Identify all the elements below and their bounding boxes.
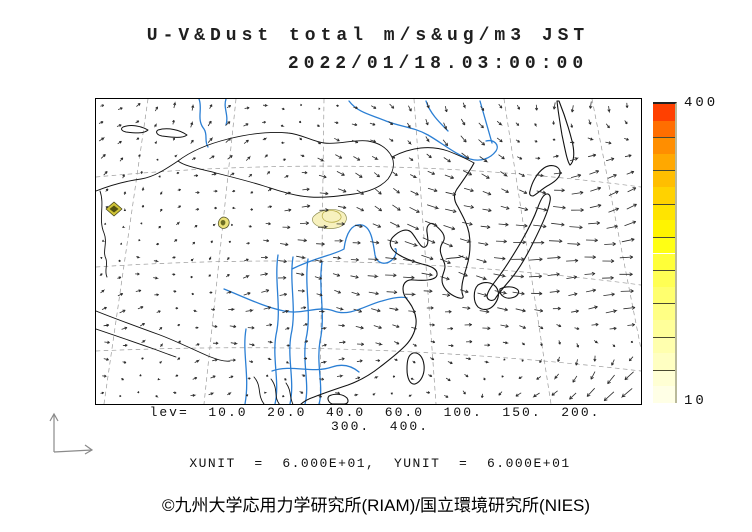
rivers [198,99,498,404]
colorbar-level-separator [653,303,675,305]
colorbar-level-separator [653,170,675,172]
colorbar-segment [653,153,675,171]
contour-levels-line2: 300. 400. [330,419,430,434]
colorbar-max-label: 400 [684,95,719,111]
map-plot [96,99,641,404]
colorbar [653,102,677,403]
colorbar-level-separator [653,336,675,338]
colorbar-segment [653,104,675,121]
lakes [121,125,188,138]
colorbar-segment [653,386,675,403]
colorbar-segment [653,137,675,154]
colorbar-segment [653,369,675,387]
colorbar-segment [653,336,675,354]
colorbar-segment [653,286,675,304]
colorbar-segment [653,303,675,320]
axes-orientation-icon [49,412,94,455]
colorbar-segment [653,220,675,237]
colorbar-segment [653,120,675,138]
dust-spot-mid-inner [220,220,226,226]
colorbar-segment [653,187,675,204]
colorbar-segment [653,236,675,254]
contour-levels-line1: lev= 10.0 20.0 40.0 60.0 100. 150. 200. [149,405,601,420]
dust-spot-west-inner [109,205,119,213]
colorbar-level-separator [653,270,675,272]
figure-title: U-V&Dust total m/s&ug/m3 JST [146,26,590,46]
coastlines [300,100,575,404]
colorbar-level-separator [653,137,675,139]
wind-vector-field [98,101,637,402]
dust-patch-main-inner-contour [321,210,342,223]
colorbar-segment [653,270,675,287]
graticule-lines [96,99,641,404]
figure-datetime: 2022/01/18.03:00:00 [287,54,589,74]
colorbar-level-separator [653,236,675,238]
colorbar-segment [653,170,675,188]
colorbar-segment [653,203,675,221]
map-frame [95,98,642,405]
country-borders [96,131,475,404]
colorbar-level-separator [653,203,675,205]
colorbar-segment [653,319,675,337]
copyright-credit: ©九州大学応用力学研究所(RIAM)/国立環境研究所(NIES) [161,496,591,515]
colorbar-level-separator [653,369,675,371]
colorbar-min-label: 10 [684,393,707,409]
dust-patch-main [311,209,347,229]
vector-unit-label: XUNIT = 6.000E+01, YUNIT = 6.000E+01 [189,456,571,471]
colorbar-segment [653,353,675,370]
colorbar-segment [653,253,675,271]
